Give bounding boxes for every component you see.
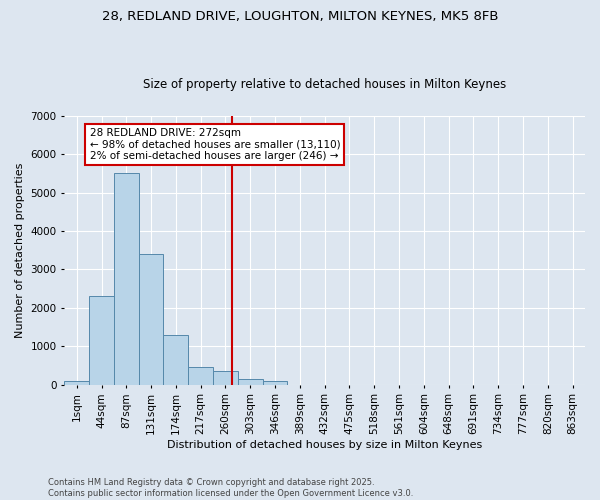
Text: Contains HM Land Registry data © Crown copyright and database right 2025.
Contai: Contains HM Land Registry data © Crown c… — [48, 478, 413, 498]
Title: Size of property relative to detached houses in Milton Keynes: Size of property relative to detached ho… — [143, 78, 506, 91]
Bar — [64, 381, 89, 384]
Bar — [114, 174, 139, 384]
Bar — [89, 296, 114, 384]
Bar — [163, 334, 188, 384]
Bar — [139, 254, 163, 384]
Bar — [238, 379, 263, 384]
Bar — [263, 381, 287, 384]
Text: 28 REDLAND DRIVE: 272sqm
← 98% of detached houses are smaller (13,110)
2% of sem: 28 REDLAND DRIVE: 272sqm ← 98% of detach… — [89, 128, 340, 162]
Bar — [188, 368, 213, 384]
Bar — [213, 371, 238, 384]
X-axis label: Distribution of detached houses by size in Milton Keynes: Distribution of detached houses by size … — [167, 440, 482, 450]
Y-axis label: Number of detached properties: Number of detached properties — [15, 162, 25, 338]
Text: 28, REDLAND DRIVE, LOUGHTON, MILTON KEYNES, MK5 8FB: 28, REDLAND DRIVE, LOUGHTON, MILTON KEYN… — [102, 10, 498, 23]
